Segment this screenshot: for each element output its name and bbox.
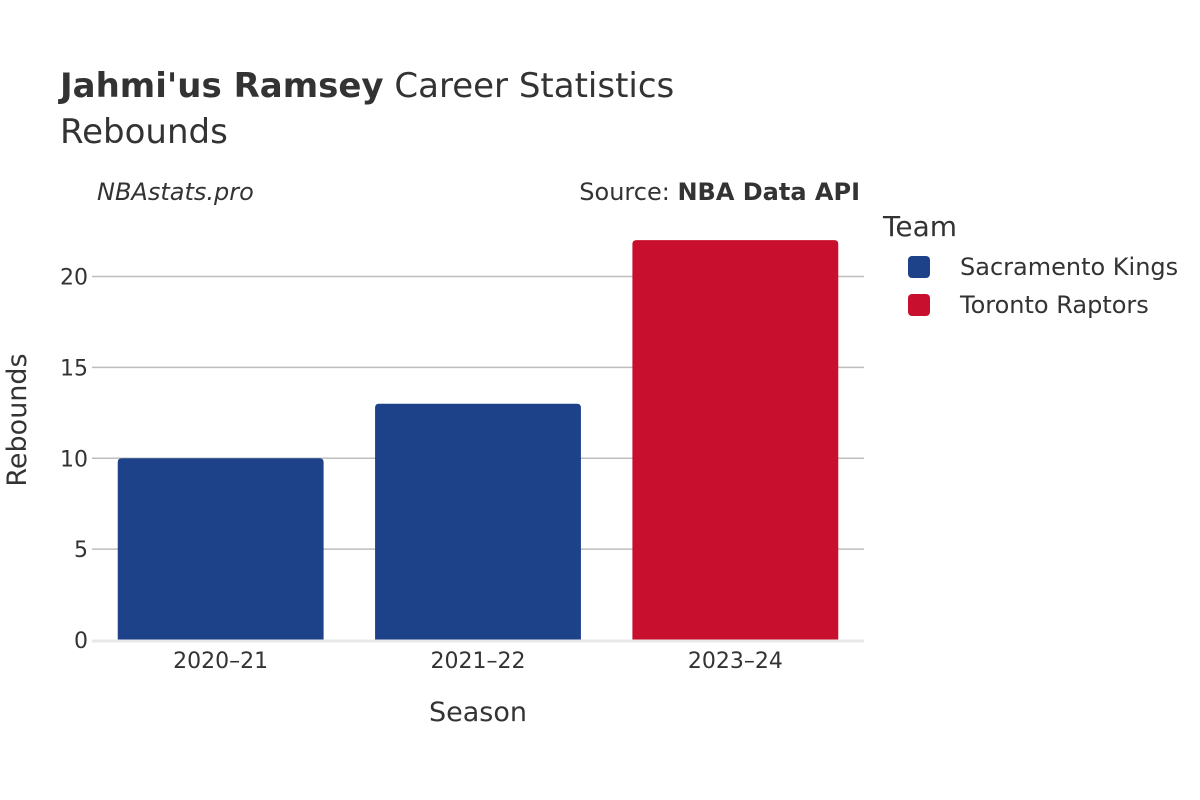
player-name: Jahmi'us Ramsey	[60, 66, 384, 106]
legend-swatch-toronto-raptors	[908, 294, 930, 316]
source-name: NBA Data API	[677, 178, 860, 206]
y-tick-label: 20	[60, 266, 88, 291]
bar-2023–24	[632, 240, 839, 640]
x-tick-label: 2023–24	[688, 649, 783, 674]
y-tick-label: 0	[74, 629, 88, 654]
y-tick-label: 5	[74, 538, 88, 563]
chart-title: Jahmi'us Ramsey Career Statistics	[60, 66, 674, 106]
legend-item-toronto-raptors[interactable]: Toronto Raptors	[908, 291, 1149, 319]
site-credit: NBAstats.pro	[97, 178, 254, 206]
x-axis-title: Season	[429, 697, 527, 728]
x-tick-label: 2021–22	[431, 649, 526, 674]
bar-2021–22	[375, 403, 581, 640]
legend-label-sacramento-kings: Sacramento Kings	[960, 253, 1179, 281]
source-credit: Source: NBA Data API	[579, 178, 860, 206]
title-suffix: Career Statistics	[394, 66, 675, 106]
legend-item-sacramento-kings[interactable]: Sacramento Kings	[908, 253, 1179, 281]
x-tick-label: 2020–21	[173, 649, 268, 674]
legend-label-toronto-raptors: Toronto Raptors	[960, 291, 1149, 319]
bar-2020–21	[117, 458, 324, 640]
source-prefix: Source:	[579, 178, 678, 206]
y-tick-label: 10	[60, 447, 88, 472]
y-axis-title: Rebounds	[2, 353, 33, 486]
chart-subtitle: Rebounds	[60, 112, 228, 152]
legend-title: Team	[883, 210, 958, 243]
legend-swatch-sacramento-kings	[908, 256, 930, 278]
y-tick-label: 15	[60, 356, 88, 381]
